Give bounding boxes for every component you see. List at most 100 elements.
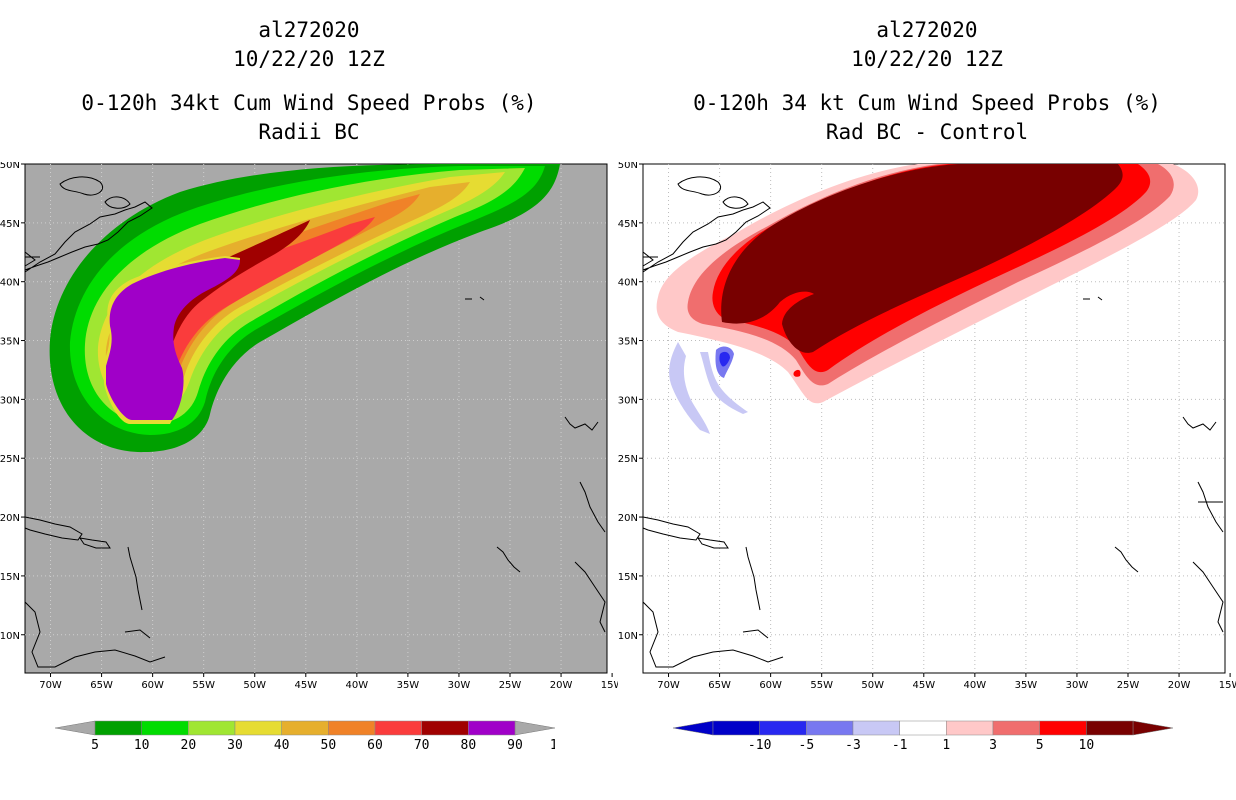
left-storm-id: al272020 (258, 18, 360, 42)
lon-label: 40W (346, 680, 369, 691)
colorbar-segment (468, 720, 516, 736)
colorbar-label: 3 (989, 738, 997, 753)
colorbar-label: 1 (942, 738, 950, 753)
colorbar-segment (1039, 720, 1087, 736)
lon-label: 45W (294, 680, 317, 691)
lon-label: 25W (1117, 680, 1140, 691)
colorbar-label: 60 (367, 738, 383, 753)
colorbar-label: -10 (748, 738, 771, 753)
colorbar-label: 40 (274, 738, 290, 753)
colorbar-segment (421, 720, 469, 736)
colorbar-right-arrow (514, 720, 556, 736)
lon-label: 30W (448, 680, 471, 691)
lon-label: 30W (1066, 680, 1089, 691)
colorbar-label: 100 (550, 738, 555, 753)
lat-label: 35N (618, 337, 638, 348)
lat-label: 50N (618, 162, 638, 171)
lon-label: 40W (964, 680, 987, 691)
lon-label: 55W (192, 680, 215, 691)
right-panel: al272020 10/22/20 12Z 0-120h 34 kt Cum W… (618, 0, 1236, 800)
lat-label: 35N (0, 337, 20, 348)
colorbar-segment (328, 720, 376, 736)
lat-label: 30N (0, 395, 20, 406)
colorbar-segment (992, 720, 1040, 736)
colorbar-label: 30 (227, 738, 243, 753)
colorbar-label: 10 (1079, 738, 1095, 753)
colorbar-label: -3 (845, 738, 861, 753)
colorbar-segment (946, 720, 994, 736)
lon-label: 15W (601, 680, 618, 691)
colorbar-label: 70 (414, 738, 430, 753)
lat-label: 20N (618, 513, 638, 524)
left-colorbar: 5 10 20 30 40 50 60 70 80 90 100 (54, 715, 573, 759)
lat-label: 10N (0, 631, 20, 642)
lon-label: 70W (39, 680, 62, 691)
lon-label: 35W (397, 680, 420, 691)
colorbar-label: 50 (321, 738, 337, 753)
lat-label: 20N (0, 513, 20, 524)
colorbar-segment (899, 720, 947, 736)
colorbar-label: 80 (461, 738, 477, 753)
right-product-title: 0-120h 34 kt Cum Wind Speed Probs (%) (693, 91, 1161, 115)
left-probability-swath (49, 164, 560, 453)
colorbar-segment (1086, 720, 1134, 736)
left-product-title: 0-120h 34kt Cum Wind Speed Probs (%) (81, 91, 537, 115)
right-subtitle: Rad BC - Control (825, 120, 1029, 144)
lat-label: 45N (0, 219, 20, 230)
lon-label: 50W (243, 680, 266, 691)
left-panel: al272020 10/22/20 12Z 0-120h 34kt Cum Wi… (0, 18, 618, 759)
colorbar-label: -1 (892, 738, 908, 753)
left-date: 10/22/20 12Z (233, 47, 385, 71)
lon-label: 50W (861, 680, 884, 691)
lon-label: 65W (90, 680, 113, 691)
colorbar-segment (806, 720, 854, 736)
right-storm-id: al272020 (876, 18, 978, 42)
colorbar-segment (374, 720, 422, 736)
colorbar-segment (188, 720, 236, 736)
colorbar-segment (712, 720, 760, 736)
colorbar-right-arrow (1132, 720, 1174, 736)
colorbar-segment (234, 720, 282, 736)
lon-label: 35W (1015, 680, 1038, 691)
lon-label: 65W (708, 680, 731, 691)
lat-label: 30N (618, 395, 638, 406)
lat-label: 25N (618, 454, 638, 465)
lat-label: 15N (618, 572, 638, 583)
lon-label: 15W (1219, 680, 1236, 691)
colorbar-left-arrow (54, 720, 96, 736)
lat-label: 10N (618, 631, 638, 642)
lat-label: 40N (618, 278, 638, 289)
lat-label: 25N (0, 454, 20, 465)
lat-label: 50N (0, 162, 20, 171)
colorbar-label: 90 (507, 738, 523, 753)
left-coastlines (24, 176, 606, 668)
right-difference-field (656, 164, 1199, 434)
right-colorbar: -10 -5 -3 -1 1 3 5 10 (672, 715, 1174, 759)
colorbar-label: 5 (91, 738, 99, 753)
lat-label: 45N (618, 219, 638, 230)
right-date: 10/22/20 12Z (851, 47, 1003, 71)
right-coastlines (642, 176, 1224, 668)
colorbar-label: 20 (181, 738, 197, 753)
colorbar-segment (94, 720, 142, 736)
lat-label: 15N (0, 572, 20, 583)
lon-label: 45W (912, 680, 935, 691)
left-subtitle: Radii BC (258, 120, 360, 144)
left-map: 70W 65W 60W 55W 50W 45W 40W 35W 30W 25W 20W 15W 50N 4… (0, 162, 618, 692)
colorbar-label: 5 (1036, 738, 1044, 753)
lon-label: 70W (657, 680, 680, 691)
lon-label: 55W (810, 680, 833, 691)
colorbar-segment (759, 720, 807, 736)
colorbar-label: 10 (134, 738, 150, 753)
lon-label: 20W (1168, 680, 1191, 691)
colorbar-label: -5 (799, 738, 815, 753)
lon-label: 25W (499, 680, 522, 691)
lat-label: 40N (0, 278, 20, 289)
right-map: 70W 65W 60W 55W 50W 45W 40W 35W 30W 25W 20W 15W 50N 4… (618, 162, 1236, 692)
colorbar-left-arrow (672, 720, 714, 736)
colorbar-segment (852, 720, 900, 736)
lon-label: 60W (141, 680, 164, 691)
lon-label: 60W (759, 680, 782, 691)
lon-label: 20W (550, 680, 573, 691)
colorbar-segment (141, 720, 189, 736)
